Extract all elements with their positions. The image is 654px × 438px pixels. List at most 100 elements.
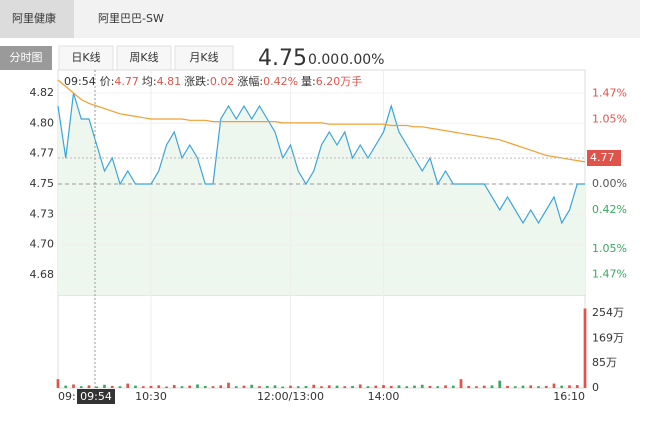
volume-bar: [544, 385, 548, 388]
price-tag: 4.77: [590, 151, 615, 164]
volume-bar: [420, 384, 424, 388]
x-tick-label: 09:: [58, 390, 76, 403]
volume-tick-label: 169万: [592, 331, 624, 344]
volume-bar: [273, 385, 277, 388]
x-tick-label: 10:30: [135, 390, 167, 403]
tab-active[interactable]: [0, 0, 74, 38]
volume-bar: [312, 384, 316, 388]
volume-bar: [281, 386, 285, 388]
volume-bar: [289, 385, 292, 388]
volume-bar: [180, 386, 184, 388]
readout-value: 0.42%: [263, 75, 298, 88]
volume-bar: [227, 382, 230, 388]
volume-bar: [444, 385, 447, 388]
volume-bar: [320, 386, 323, 388]
volume-bar: [506, 385, 509, 388]
volume-bar: [141, 386, 145, 388]
volume-bar: [250, 384, 254, 388]
view-button[interactable]: 月K线: [189, 50, 218, 64]
volume-bar: [405, 386, 409, 388]
time-tag: 09:54: [80, 390, 112, 403]
volume-bar: [327, 385, 331, 388]
y-tick-label: 4.80: [30, 116, 55, 129]
volume-bar: [498, 380, 502, 388]
y-tick-label: 4.70: [30, 238, 55, 251]
series-line: [57, 79, 586, 163]
volume-bar: [87, 385, 91, 388]
view-button[interactable]: 周K线: [129, 50, 158, 64]
view-button-active[interactable]: [0, 46, 52, 70]
volume-bar: [568, 385, 571, 388]
volume-bar: [428, 385, 432, 388]
volume-bar: [196, 384, 199, 388]
view-button-bg[interactable]: [116, 45, 172, 71]
volume-bar: [95, 386, 99, 388]
readout-value: 6.20万手: [316, 74, 363, 88]
volume-bar: [575, 385, 579, 388]
volume-bar: [397, 385, 401, 388]
series-line: [57, 92, 585, 225]
tab[interactable]: 阿里巴巴-SW: [98, 12, 164, 25]
volume-bar: [335, 385, 339, 388]
view-button[interactable]: 分时图: [10, 51, 43, 64]
volume-bar: [79, 386, 83, 388]
volume-tick-label: 0: [592, 381, 599, 394]
volume-tick-label: 85万: [592, 356, 617, 369]
volume-bar: [358, 384, 362, 388]
readout-label: 涨跌:: [184, 74, 210, 88]
volume-bar: [351, 385, 354, 388]
volume-bar: [242, 385, 246, 388]
readout-label: 价:: [100, 75, 115, 88]
readout-time: 09:54: [64, 75, 96, 88]
quote-price: 4.75: [258, 46, 307, 71]
y2-tick-label: 1.47%: [592, 86, 627, 99]
volume-bar: [374, 385, 378, 388]
readout-label: 涨幅:: [237, 75, 263, 88]
x-tick-label: 14:00: [368, 390, 400, 403]
volume-bar: [149, 385, 153, 388]
x-tick-label: 16:10: [553, 390, 585, 403]
volume-bar: [219, 385, 223, 388]
y-tick-label: 4.82: [30, 86, 55, 99]
volume-bar: [389, 385, 393, 388]
volume-bar: [537, 386, 540, 388]
y-tick-label: 4.75: [30, 177, 55, 190]
y2-tick-label: 1.47%: [592, 268, 627, 281]
volume-bar: [451, 385, 455, 388]
y2-tick-label: 0.42%: [592, 203, 627, 216]
readout-value: 4.81: [157, 75, 182, 88]
volume-bar: [467, 385, 471, 388]
volume-bar: [157, 385, 161, 388]
volume-bar: [304, 385, 308, 388]
volume-bar: [583, 308, 587, 388]
volume-bar: [72, 384, 75, 388]
tab[interactable]: 阿里健康: [12, 11, 56, 25]
volume-bar: [211, 386, 215, 388]
volume-bar: [521, 385, 525, 388]
volume-bar: [118, 386, 122, 388]
view-button[interactable]: 日K线: [71, 50, 100, 64]
volume-bar: [552, 383, 556, 388]
readout-label: 均:: [142, 75, 157, 88]
y2-tick-label: 1.05%: [592, 112, 627, 125]
volume-tick-label: 254万: [592, 306, 624, 319]
volume-bar: [234, 386, 238, 388]
volume-bar: [110, 385, 114, 388]
y-tick-label: 4.77: [30, 147, 55, 160]
readout: 09:54 价:4.77 均:4.81 涨跌:0.02 涨幅:0.42% 量:6.20万手: [64, 74, 362, 88]
volume-bar: [529, 385, 533, 388]
volume-bar: [413, 385, 416, 388]
tab-bar: [0, 0, 640, 38]
volume-bar: [513, 386, 517, 388]
volume-bar: [64, 385, 68, 388]
price-tag-bg: [587, 149, 621, 166]
volume-bar: [382, 385, 385, 388]
view-button-bg[interactable]: [174, 45, 234, 71]
volume-bar: [265, 385, 269, 388]
readout-value: 4.77: [114, 75, 139, 88]
volume-bar: [134, 385, 137, 388]
volume-bar: [172, 385, 176, 388]
volume-bar: [103, 384, 106, 388]
volume-bar: [296, 386, 300, 388]
